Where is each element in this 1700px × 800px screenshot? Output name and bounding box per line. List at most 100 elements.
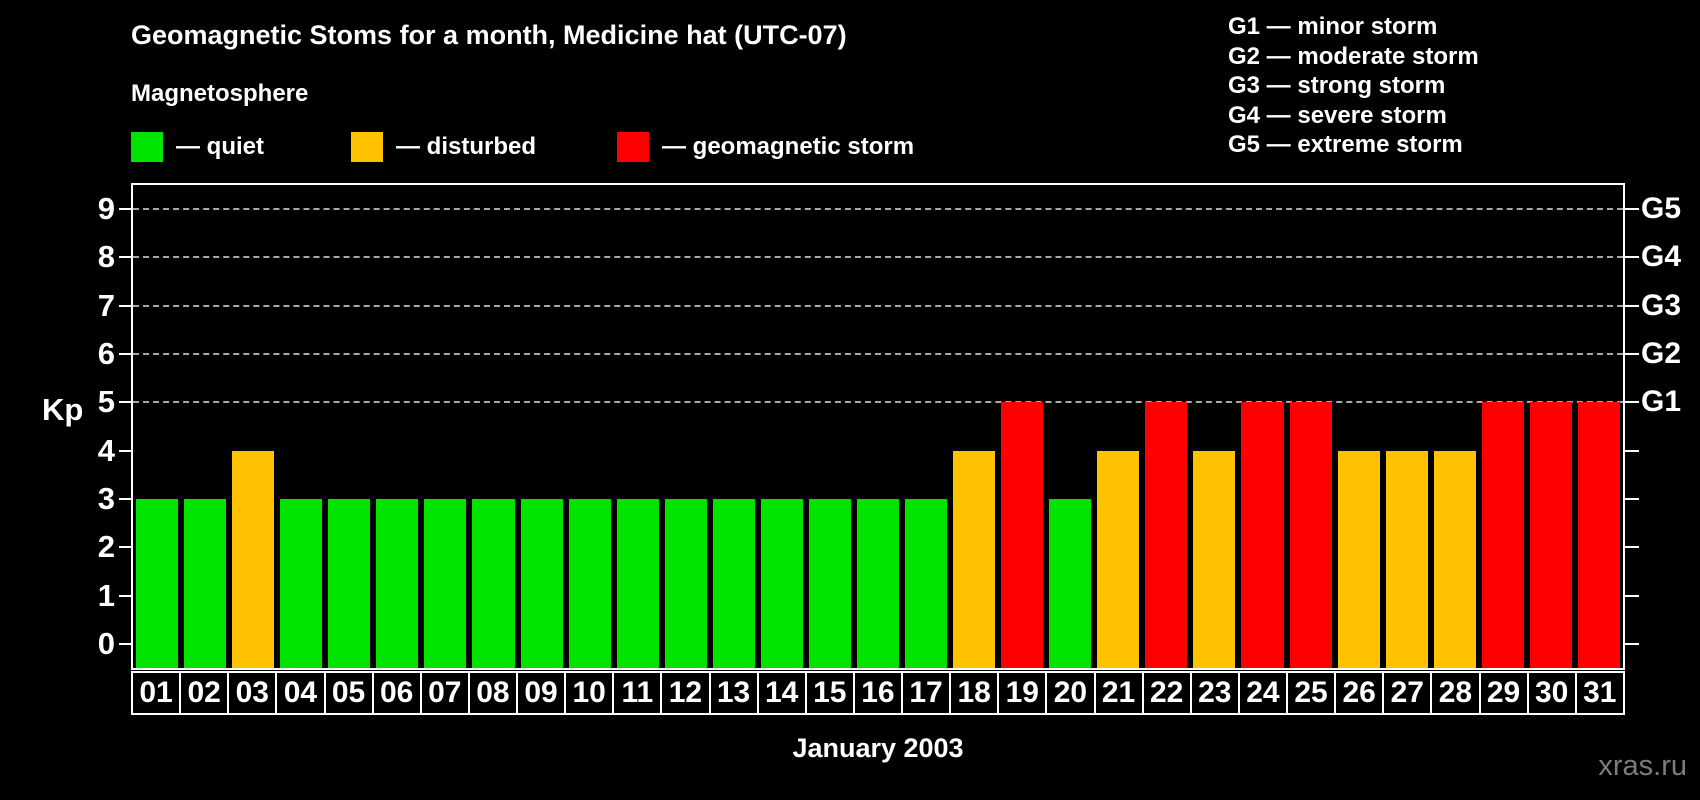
bar-day-11: [616, 498, 659, 668]
day-cell-11: 11: [612, 671, 663, 715]
day-cell-10: 10: [564, 671, 615, 715]
day-cell-02: 02: [179, 671, 230, 715]
day-cell-22: 22: [1141, 671, 1192, 715]
day-cell-31: 31: [1574, 671, 1625, 715]
quiet-swatch-icon: [131, 132, 163, 162]
y-tick-right-7: [1625, 304, 1639, 307]
legend-item-quiet: — quiet: [131, 131, 264, 163]
gridline-kp9: [133, 208, 1623, 211]
x-axis-title: January 2003: [792, 733, 964, 763]
y-axis-label-1: 1: [97, 577, 115, 613]
bar-day-20: [1049, 498, 1092, 668]
day-cell-28: 28: [1430, 671, 1481, 715]
g-scale-legend: G1 — minor storm G2 — moderate storm G3 …: [1228, 12, 1479, 160]
legend-item-disturbed: — disturbed: [351, 131, 536, 163]
y-tick-left-8: [119, 256, 131, 259]
day-cell-14: 14: [756, 671, 807, 715]
y-tick-left-4: [119, 449, 131, 452]
bar-day-22: [1145, 402, 1188, 668]
bar-day-10: [568, 498, 611, 668]
y-tick-right-3: [1625, 497, 1639, 500]
day-cell-23: 23: [1189, 671, 1240, 715]
y-tick-left-1: [119, 594, 131, 597]
bar-day-17: [905, 498, 948, 668]
bar-day-21: [1097, 450, 1140, 668]
bar-day-24: [1241, 402, 1284, 668]
chart-title: Geomagnetic Stoms for a month, Medicine …: [131, 20, 847, 50]
y-tick-left-3: [119, 497, 131, 500]
bar-day-31: [1577, 402, 1620, 668]
y-tick-left-2: [119, 546, 131, 549]
y-tick-right-1: [1625, 594, 1639, 597]
y-axis-title: Kp: [42, 392, 84, 427]
bar-day-29: [1481, 402, 1524, 668]
day-cell-29: 29: [1478, 671, 1529, 715]
y-axis-label-8: 8: [97, 239, 115, 275]
bar-day-08: [472, 498, 515, 668]
day-cell-03: 03: [227, 671, 278, 715]
day-cell-26: 26: [1334, 671, 1385, 715]
day-cell-30: 30: [1526, 671, 1577, 715]
day-cell-25: 25: [1286, 671, 1337, 715]
day-cell-15: 15: [804, 671, 855, 715]
gridline-kp5: [133, 401, 1623, 404]
g-legend-line-g2: G2 — moderate storm: [1228, 42, 1479, 70]
g-axis-label-g2: G2: [1641, 337, 1682, 371]
day-cell-24: 24: [1237, 671, 1288, 715]
bar-day-27: [1385, 450, 1428, 668]
bar-day-28: [1433, 450, 1476, 668]
legend-label-disturbed: — disturbed: [396, 133, 537, 160]
day-cell-06: 06: [371, 671, 422, 715]
bar-day-25: [1289, 402, 1332, 668]
bar-day-16: [856, 498, 900, 668]
gridline-kp7: [133, 304, 1623, 307]
y-axis-label-6: 6: [97, 336, 115, 372]
day-cell-18: 18: [949, 671, 1000, 715]
legend-item-storm: — geomagnetic storm: [617, 131, 914, 163]
bar-day-03: [232, 450, 275, 668]
y-tick-left-0: [119, 642, 131, 645]
bar-day-02: [184, 498, 227, 668]
legend-label-quiet: — quiet: [176, 133, 264, 160]
bar-day-07: [424, 498, 467, 668]
disturbed-swatch-icon: [351, 132, 383, 162]
bar-day-26: [1337, 450, 1380, 668]
y-axis-label-9: 9: [97, 191, 115, 227]
y-tick-right-2: [1625, 546, 1639, 549]
g-axis-label-g4: G4: [1641, 240, 1682, 274]
bar-day-01: [136, 498, 179, 668]
day-cell-07: 07: [419, 671, 470, 715]
watermark: xras.ru: [1598, 750, 1687, 782]
g-axis-label-g3: G3: [1641, 288, 1682, 322]
day-cell-05: 05: [323, 671, 374, 715]
y-tick-left-9: [119, 208, 131, 211]
day-cell-27: 27: [1382, 671, 1433, 715]
g-legend-line-g3: G3 — strong storm: [1228, 72, 1446, 100]
g-legend-line-g4: G4 — severe storm: [1228, 101, 1447, 129]
day-cell-19: 19: [997, 671, 1048, 715]
y-tick-left-7: [119, 304, 131, 307]
bar-day-09: [520, 498, 563, 668]
plot-area: [131, 183, 1625, 670]
bar-day-15: [808, 498, 851, 668]
day-cell-08: 08: [467, 671, 518, 715]
g-legend-line-g1: G1 — minor storm: [1228, 13, 1438, 40]
y-axis-label-3: 3: [97, 480, 115, 516]
bar-day-14: [760, 498, 803, 668]
bar-day-18: [953, 450, 996, 668]
day-cell-21: 21: [1093, 671, 1144, 715]
y-tick-right-0: [1625, 642, 1639, 645]
bar-day-04: [280, 498, 323, 668]
storm-swatch-icon: [617, 132, 649, 162]
bar-day-06: [376, 498, 419, 668]
day-cell-04: 04: [275, 671, 326, 715]
gridline-kp6: [133, 353, 1623, 356]
bar-day-30: [1529, 402, 1572, 668]
legend-heading: Magnetosphere: [131, 80, 309, 107]
bar-day-12: [664, 498, 707, 668]
y-axis-label-5: 5: [97, 384, 115, 420]
day-cell-09: 09: [516, 671, 567, 715]
y-axis-label-2: 2: [97, 529, 115, 565]
legend-label-storm: — geomagnetic storm: [662, 133, 915, 160]
